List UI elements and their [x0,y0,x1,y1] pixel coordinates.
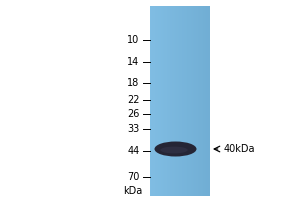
Bar [157,6,158,196]
Ellipse shape [154,142,196,156]
Bar [174,6,175,196]
Bar [155,6,156,196]
Text: 26: 26 [127,109,140,119]
Bar [172,6,173,196]
Bar [152,6,154,196]
Text: 14: 14 [127,57,140,67]
Ellipse shape [160,147,188,153]
Bar [188,6,190,196]
Bar [181,6,182,196]
Bar [190,6,191,196]
Text: 10: 10 [127,35,140,45]
Bar [163,6,164,196]
Bar [150,6,151,196]
Bar [208,6,209,196]
Bar [161,6,162,196]
Bar [185,6,186,196]
Text: 40kDa: 40kDa [224,144,255,154]
Bar [170,6,172,196]
Bar [200,6,202,196]
Bar [173,6,174,196]
Bar [175,6,176,196]
Bar [184,6,185,196]
Bar [196,6,197,196]
Bar [158,6,160,196]
Text: 44: 44 [127,146,140,156]
Bar [176,6,178,196]
Bar [197,6,198,196]
Bar [167,6,168,196]
Text: 33: 33 [127,124,140,134]
Bar [193,6,194,196]
Bar [182,6,184,196]
Bar [194,6,196,196]
Bar [202,6,203,196]
Text: 22: 22 [127,95,140,105]
Bar [154,6,155,196]
Text: kDa: kDa [123,186,142,196]
Bar [160,6,161,196]
Bar [209,6,210,196]
Bar [151,6,152,196]
Bar [198,6,199,196]
Bar [205,6,206,196]
Bar [203,6,204,196]
Bar [191,6,192,196]
Bar [156,6,157,196]
Bar [169,6,170,196]
Bar [164,6,166,196]
Bar [199,6,200,196]
Bar [206,6,208,196]
Bar [186,6,187,196]
Bar [166,6,167,196]
Bar [204,6,205,196]
Bar [180,6,181,196]
Bar [178,6,179,196]
Text: 18: 18 [127,78,140,88]
Bar [192,6,193,196]
Bar [187,6,188,196]
Bar [179,6,180,196]
Bar [162,6,163,196]
Text: 70: 70 [127,172,140,182]
Bar [168,6,169,196]
